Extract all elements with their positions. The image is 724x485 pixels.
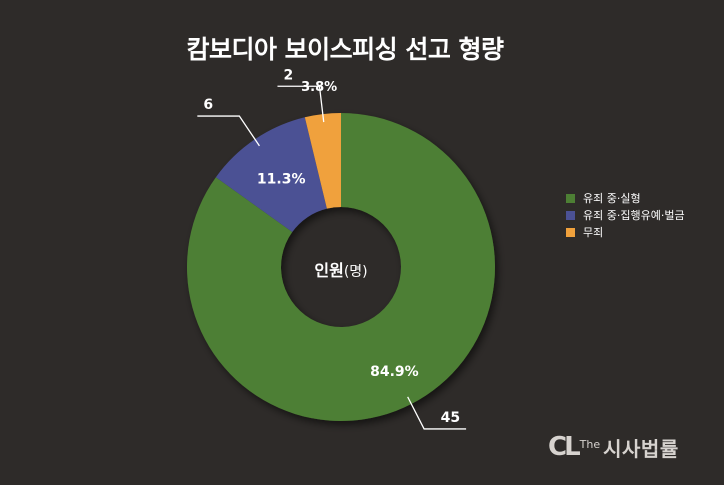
slice-2: [304, 113, 341, 209]
center-label-unit: (명): [344, 264, 368, 280]
legend-item-0: 유죄 중·실형: [566, 190, 685, 207]
legend-swatch-0: [566, 194, 575, 203]
watermark-logo: CL: [548, 432, 581, 462]
leader-line-1: [197, 115, 260, 147]
value-label-2: 2: [283, 67, 293, 83]
percent-label-0: 84.9%: [370, 364, 419, 380]
leader-line-0: [407, 396, 467, 430]
legend-label-2: 무죄: [583, 226, 604, 239]
value-label-0: 45: [441, 410, 460, 426]
watermark-prefix: The: [579, 438, 601, 451]
watermark-name: 시사법률: [603, 436, 679, 461]
legend-swatch-2: [566, 228, 575, 237]
legend-label-0: 유죄 중·실형: [583, 192, 641, 205]
center-label-main: 인원: [314, 261, 343, 280]
legend-item-2: 무죄: [566, 224, 685, 241]
percent-label-2: 3.8%: [301, 80, 337, 95]
watermark: CL The 시사법률: [548, 432, 679, 462]
value-label-1: 6: [203, 97, 213, 113]
center-label: 인원(명): [314, 261, 367, 280]
slice-1: [215, 117, 327, 233]
chart-title: 캄보디아 보이스피싱 선고 형량: [186, 35, 504, 64]
leader-line-2: [277, 85, 325, 123]
legend-item-1: 유죄 중·집행유예·벌금: [566, 207, 685, 224]
legend-label-1: 유죄 중·집행유예·벌금: [583, 209, 685, 222]
slice-0: [186, 113, 496, 421]
legend-swatch-1: [566, 211, 575, 220]
percent-label-1: 11.3%: [257, 171, 306, 187]
